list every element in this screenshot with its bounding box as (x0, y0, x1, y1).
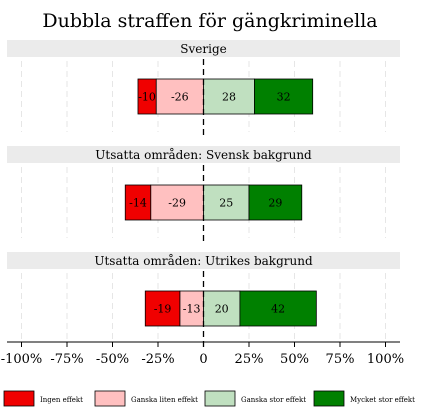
data-label: -10 (138, 91, 156, 104)
legend-item: Ingen effekt (3, 390, 83, 407)
panel-title: Utsatta områden: Svensk bakgrund (95, 147, 312, 162)
data-label: -19 (154, 303, 172, 316)
data-label: -13 (183, 303, 201, 316)
panel: Utsatta områden: Utrikes bakgrund -13 -19 2… (7, 252, 400, 350)
bar-segment (155, 78, 204, 115)
bar-segment (239, 290, 317, 327)
x-tick-label: 75% (326, 352, 355, 367)
data-label: -14 (129, 197, 147, 210)
data-label: 42 (271, 303, 285, 316)
x-tick-label: -25% (141, 352, 174, 367)
legend-swatch (204, 390, 236, 407)
legend-item: Mycket stor effekt (313, 390, 415, 407)
panel-title: Sverige (180, 42, 226, 56)
data-label: 20 (215, 303, 229, 316)
bar-segment (124, 184, 152, 221)
legend-item: Ganska liten effekt (94, 390, 198, 407)
legend-swatch (94, 390, 126, 407)
data-label: 29 (268, 197, 282, 210)
data-label: -29 (168, 197, 186, 210)
legend-label: Ingen effekt (40, 396, 83, 404)
legend-item: Ganska stor effekt (204, 390, 306, 407)
x-tick-label: 100% (367, 352, 404, 367)
legend: Ingen effekt Ganska liten effekt Ganska st… (3, 390, 415, 407)
bar-segment (137, 78, 157, 115)
x-tick-label: -50% (96, 352, 129, 367)
legend-label: Mycket stor effekt (350, 396, 415, 404)
data-label: 28 (222, 91, 236, 104)
x-tick-label: 0 (199, 352, 207, 367)
panel-strip (7, 252, 400, 269)
panel-strip (7, 40, 400, 57)
legend-label: Ganska liten effekt (131, 396, 198, 404)
data-label: -26 (171, 91, 189, 104)
bar-segment (254, 78, 314, 115)
x-tick-label: 50% (280, 352, 309, 367)
legend-swatch (313, 390, 345, 407)
legend-label: Ganska stor effekt (241, 396, 306, 404)
bar-segment (144, 290, 181, 327)
x-axis: -100% -75% -50% -25% 0 25% 50% 75% 100% (1, 341, 404, 367)
panel-title: Utsatta områden: Utrikes bakgrund (94, 253, 313, 268)
panels: Sverige -26 -10 28 32 Utsatta områden: Svensk… (7, 40, 400, 350)
bar-segment (248, 184, 303, 221)
x-tick-label: 25% (235, 352, 264, 367)
chart-title: Dubbla straffen för gängkriminella (42, 10, 377, 32)
bar-segment (203, 290, 241, 327)
bar-segment (203, 78, 255, 115)
x-tick-label: -100% (1, 352, 43, 367)
x-tick-label: -75% (50, 352, 83, 367)
panel: Sverige -26 -10 28 32 (7, 40, 400, 138)
panel: Utsatta områden: Svensk bakgrund -29 -14 25… (7, 146, 400, 244)
bar-segment (203, 184, 250, 221)
panel-strip (7, 146, 400, 163)
legend-swatch (3, 390, 35, 407)
data-label: 25 (219, 197, 233, 210)
data-label: 32 (277, 91, 291, 104)
